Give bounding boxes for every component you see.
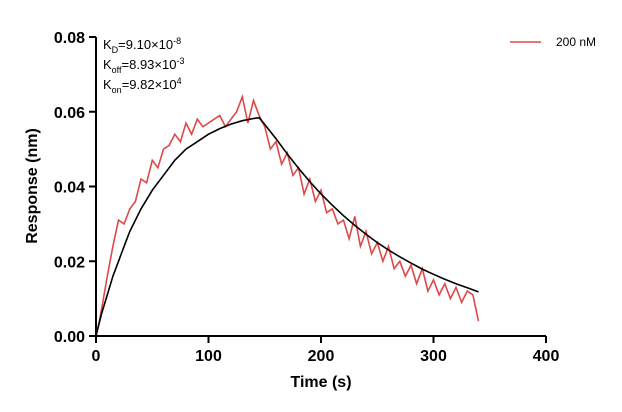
y-tick-label: 0.06 <box>54 105 85 122</box>
x-tick-label: 300 <box>420 348 447 365</box>
y-axis-title: Response (nm) <box>24 128 41 244</box>
x-ticks: 0 100 200 300 400 <box>92 336 560 365</box>
y-ticks: 0.00 0.02 0.04 0.06 0.08 <box>54 30 96 346</box>
x-tick-label: 100 <box>195 348 222 365</box>
annotation-d: KD=9.10×10-8 <box>103 36 181 55</box>
annotation-off: Koff=8.93×10-3 <box>103 56 184 75</box>
y-tick-label: 0.00 <box>54 329 85 346</box>
x-tick-label: 400 <box>533 348 560 365</box>
legend-label: 200 nM <box>556 35 596 49</box>
fit-curve <box>95 116 479 337</box>
annotation-on: Kon=9.82×104 <box>103 76 182 95</box>
x-tick-label: 0 <box>92 348 101 365</box>
x-tick-label: 200 <box>308 348 335 365</box>
series-line-200nM <box>95 93 480 337</box>
legend: 200 nM <box>510 35 596 49</box>
y-tick-label: 0.08 <box>54 30 85 47</box>
y-tick-label: 0.04 <box>54 180 85 197</box>
x-axis-title: Time (s) <box>290 374 351 391</box>
y-tick-label: 0.02 <box>54 254 85 271</box>
